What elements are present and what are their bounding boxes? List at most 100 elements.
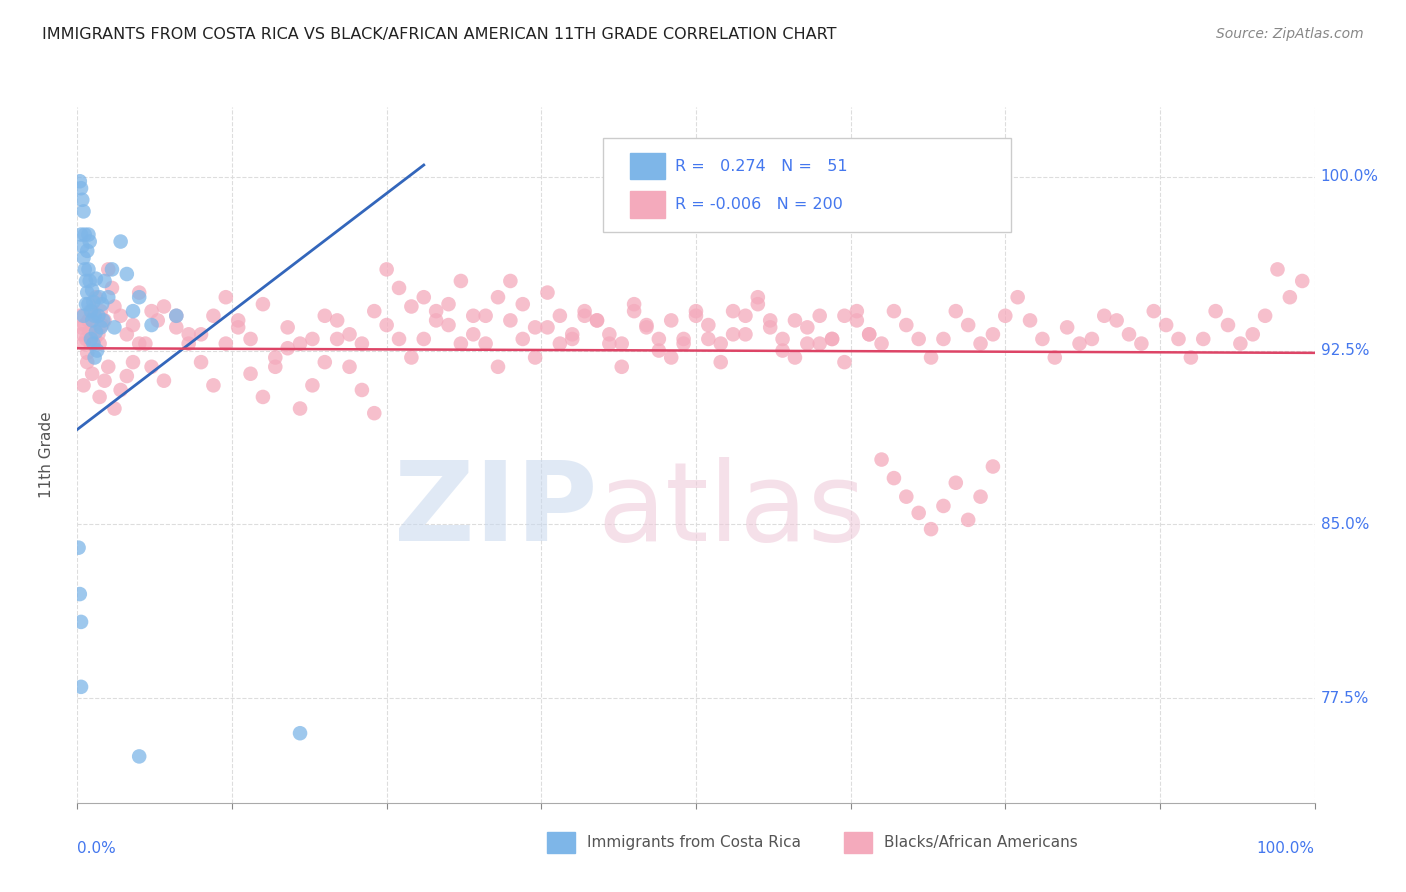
Point bbox=[672, 332, 695, 346]
Point bbox=[796, 336, 818, 351]
Point bbox=[932, 499, 955, 513]
Point bbox=[89, 390, 111, 404]
Point bbox=[896, 318, 918, 332]
Point bbox=[672, 336, 695, 351]
Point bbox=[499, 313, 522, 327]
Point bbox=[75, 332, 97, 346]
Point bbox=[70, 320, 93, 334]
Point bbox=[202, 309, 225, 323]
Point bbox=[73, 262, 96, 277]
Point bbox=[76, 355, 98, 369]
Point bbox=[659, 313, 682, 327]
Point bbox=[834, 355, 856, 369]
Point bbox=[128, 285, 150, 300]
Bar bbox=[630, 153, 665, 179]
Point bbox=[425, 313, 447, 327]
Point bbox=[277, 341, 299, 355]
Point bbox=[747, 297, 769, 311]
Point bbox=[412, 332, 434, 346]
Point bbox=[128, 336, 150, 351]
Point bbox=[1291, 274, 1313, 288]
Point bbox=[177, 327, 200, 342]
Bar bbox=[845, 832, 872, 853]
Point bbox=[339, 327, 361, 342]
Point bbox=[870, 452, 893, 467]
Point bbox=[110, 309, 132, 323]
Point bbox=[76, 244, 98, 258]
Point bbox=[122, 304, 145, 318]
Point bbox=[122, 318, 145, 332]
Point bbox=[969, 490, 991, 504]
Point bbox=[636, 320, 658, 334]
Point bbox=[401, 300, 423, 314]
Point bbox=[512, 297, 534, 311]
Point bbox=[339, 359, 361, 374]
Point bbox=[80, 336, 103, 351]
Point bbox=[70, 680, 93, 694]
Point bbox=[101, 281, 124, 295]
Point bbox=[463, 327, 485, 342]
Point bbox=[1216, 318, 1239, 332]
Point bbox=[190, 327, 212, 342]
Point bbox=[141, 359, 163, 374]
Point bbox=[226, 313, 249, 327]
Point bbox=[512, 332, 534, 346]
Point bbox=[83, 309, 105, 323]
Point bbox=[437, 297, 460, 311]
Point bbox=[75, 274, 97, 288]
Point bbox=[264, 351, 287, 365]
Point bbox=[128, 749, 150, 764]
Point bbox=[83, 332, 105, 346]
Point bbox=[772, 332, 794, 346]
Point bbox=[110, 383, 132, 397]
Point bbox=[450, 336, 472, 351]
Point bbox=[363, 304, 385, 318]
Point bbox=[1130, 336, 1153, 351]
Point bbox=[77, 297, 100, 311]
Point bbox=[759, 320, 782, 334]
Point bbox=[76, 285, 98, 300]
Point bbox=[610, 359, 633, 374]
Point bbox=[981, 327, 1004, 342]
Point bbox=[401, 351, 423, 365]
Point bbox=[72, 204, 94, 219]
Point bbox=[1031, 332, 1053, 346]
Point bbox=[1167, 332, 1189, 346]
Point bbox=[1254, 309, 1277, 323]
Point bbox=[84, 290, 107, 304]
Point bbox=[450, 274, 472, 288]
Point bbox=[821, 332, 844, 346]
Point bbox=[845, 304, 868, 318]
Point bbox=[870, 336, 893, 351]
Point bbox=[808, 336, 831, 351]
Point bbox=[69, 587, 91, 601]
Text: ZIP: ZIP bbox=[394, 457, 598, 564]
Point bbox=[301, 378, 323, 392]
Point bbox=[932, 332, 955, 346]
Point bbox=[548, 309, 571, 323]
Point bbox=[412, 290, 434, 304]
Point bbox=[907, 332, 929, 346]
Point bbox=[772, 343, 794, 358]
Point bbox=[75, 297, 97, 311]
Point bbox=[89, 336, 111, 351]
Point bbox=[1069, 336, 1091, 351]
Point bbox=[72, 336, 94, 351]
Point bbox=[70, 615, 93, 629]
Point bbox=[858, 327, 880, 342]
Point bbox=[363, 406, 385, 420]
Point bbox=[288, 336, 311, 351]
Point bbox=[524, 320, 547, 334]
Point bbox=[87, 309, 110, 323]
Point bbox=[574, 304, 596, 318]
Point bbox=[141, 304, 163, 318]
Point bbox=[153, 374, 176, 388]
Point bbox=[685, 304, 707, 318]
Point bbox=[598, 336, 620, 351]
Point bbox=[536, 285, 558, 300]
Point bbox=[1092, 309, 1115, 323]
Point bbox=[474, 336, 496, 351]
Point bbox=[350, 383, 373, 397]
Point bbox=[697, 318, 720, 332]
Point bbox=[858, 327, 880, 342]
